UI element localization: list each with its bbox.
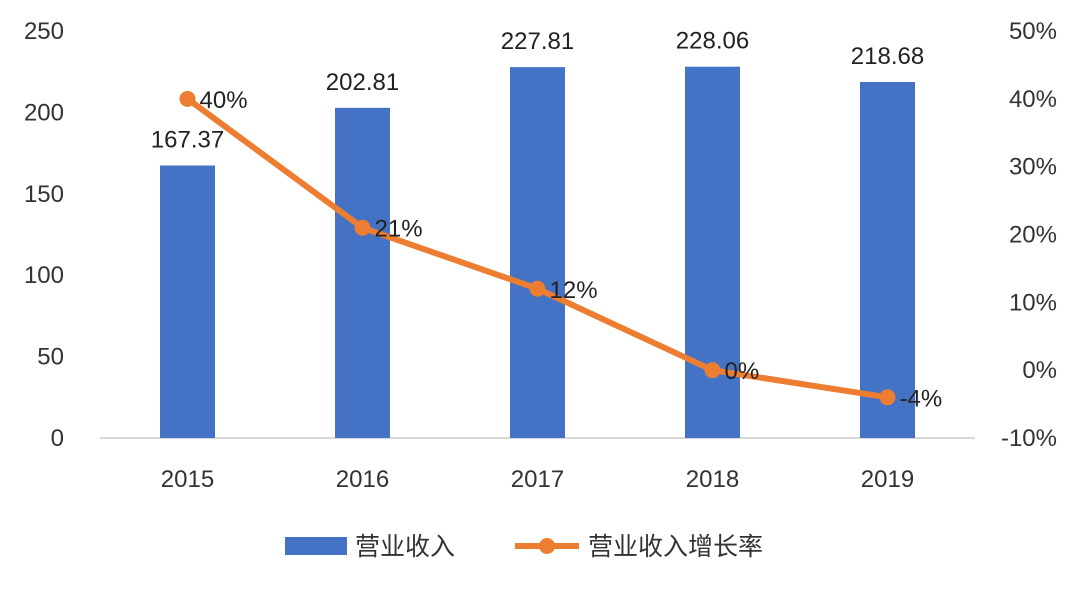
legend-line-marker <box>539 538 555 554</box>
legend-line-label: 营业收入增长率 <box>588 532 763 561</box>
bar-series <box>160 66 915 439</box>
revenue-bar <box>510 67 565 439</box>
bar-data-label: 202.81 <box>326 69 399 96</box>
left-axis-tick-label: 0 <box>51 425 64 452</box>
legend-bar-swatch <box>285 537 347 555</box>
x-axis-ticks: 2015 2016 2017 2018 2019 <box>161 466 914 493</box>
left-axis-tick-label: 250 <box>24 18 64 45</box>
left-axis-tick-label: 200 <box>24 99 64 126</box>
bar-data-label: 218.68 <box>851 43 924 70</box>
revenue-bar <box>335 107 390 438</box>
x-axis-tick-label: 2019 <box>861 466 914 493</box>
revenue-bar <box>860 81 915 439</box>
growth-marker <box>354 219 371 236</box>
left-axis-tick-label: 100 <box>24 262 64 289</box>
right-axis-tick-label: 40% <box>1009 86 1057 113</box>
growth-marker <box>879 389 896 406</box>
right-axis-tick-label: 0% <box>1022 357 1057 384</box>
x-axis-tick-label: 2015 <box>161 466 214 493</box>
x-axis-tick-label: 2017 <box>511 466 564 493</box>
right-axis-tick-label: 20% <box>1009 222 1057 249</box>
line-data-label: 21% <box>375 216 423 243</box>
right-axis-tick-label: 50% <box>1009 18 1057 45</box>
right-axis-ticks: -10% 0% 10% 20% 30% 40% 50% <box>1001 18 1057 452</box>
x-axis-tick-label: 2016 <box>336 466 389 493</box>
bar-data-label: 227.81 <box>501 28 574 55</box>
left-axis-ticks: 0 50 100 150 200 250 <box>24 18 64 452</box>
right-axis-tick-label: -10% <box>1001 425 1057 452</box>
bar-data-label: 228.06 <box>676 28 749 55</box>
revenue-bar <box>160 165 215 438</box>
legend: 营业收入 营业收入增长率 <box>285 532 763 561</box>
legend-bar-label: 营业收入 <box>355 532 455 561</box>
line-data-label: -4% <box>900 385 943 412</box>
line-data-label: 12% <box>550 277 598 304</box>
line-data-label: 40% <box>200 87 248 114</box>
bar-data-labels: 167.37 202.81 227.81 228.06 218.68 <box>151 28 924 154</box>
right-axis-tick-label: 30% <box>1009 154 1057 181</box>
right-axis-tick-label: 10% <box>1009 289 1057 316</box>
growth-marker <box>529 280 546 297</box>
x-axis-tick-label: 2018 <box>686 466 739 493</box>
line-data-labels: 40% 21% 12% 0% -4% <box>200 87 943 412</box>
left-axis-tick-label: 50 <box>37 344 64 371</box>
growth-marker <box>704 362 721 379</box>
growth-marker <box>179 90 196 107</box>
line-series <box>179 90 896 406</box>
left-axis-tick-label: 150 <box>24 181 64 208</box>
bar-data-label: 167.37 <box>151 127 224 154</box>
line-data-label: 0% <box>725 358 760 385</box>
